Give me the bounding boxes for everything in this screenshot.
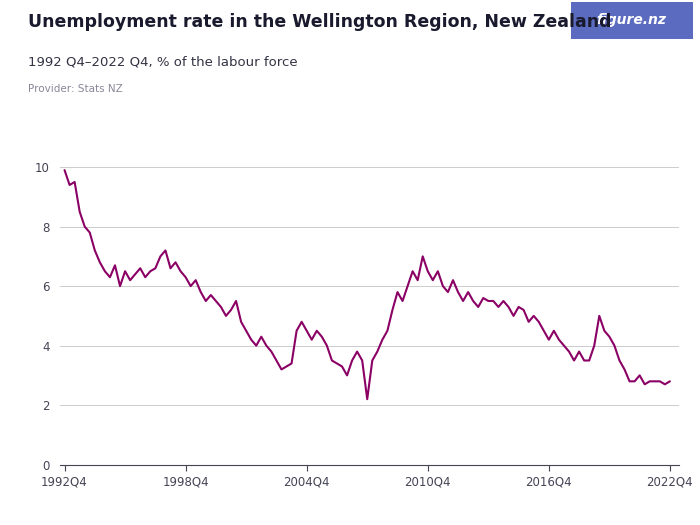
Text: Provider: Stats NZ: Provider: Stats NZ [28,84,122,94]
Text: figure.nz: figure.nz [596,14,666,27]
Text: 1992 Q4–2022 Q4, % of the labour force: 1992 Q4–2022 Q4, % of the labour force [28,55,298,68]
Text: Unemployment rate in the Wellington Region, New Zealand: Unemployment rate in the Wellington Regi… [28,13,612,31]
